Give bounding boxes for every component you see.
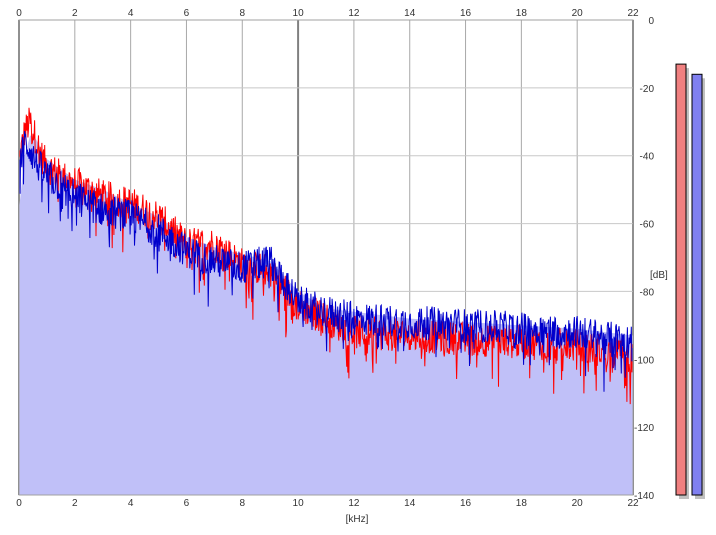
x-tick-label-bottom: 20 [572,498,584,509]
x-axis-label: [kHz] [346,514,369,525]
x-tick-label-top: 12 [348,8,360,19]
y-ticks: 0 -20 -40 -60 -80 -100 -120 -140 [634,16,654,502]
x-tick-label-bottom: 18 [516,498,528,509]
y-tick-label: -40 [640,152,655,163]
x-tick-label-bottom: 6 [184,498,190,509]
y-tick-label: 0 [648,16,654,27]
spectrum-envelope-area [19,135,633,495]
x-tick-label-top: 20 [572,8,584,19]
x-tick-label-bottom: 12 [348,498,360,509]
level-meter-1 [675,63,687,496]
series-lines [18,107,634,405]
y-tick-label: -120 [634,423,654,434]
x-tick-label-top: 0 [16,8,22,19]
y-tick-label: -140 [634,491,654,502]
x-tick-label-top: 10 [293,8,305,19]
plot-frame [18,19,634,496]
x-tick-label-top: 14 [404,8,416,19]
series-line-2 [18,131,634,392]
level-meters [675,63,705,500]
x-tick-label-bottom: 2 [72,498,78,509]
x-tick-label-top: 4 [128,8,134,19]
x-ticks-top: 0 2 4 6 8 10 12 14 16 18 20 22 [16,8,639,19]
x-tick-label-bottom: 22 [627,498,639,509]
x-tick-label-bottom: 0 [16,498,22,509]
y-tick-label: -20 [640,84,655,95]
x-tick-label-bottom: 14 [404,498,416,509]
x-tick-label-bottom: 4 [128,498,134,509]
x-tick-label-top: 8 [239,8,245,19]
x-tick-label-top: 18 [516,8,528,19]
y-tick-label: -80 [640,287,655,298]
x-tick-label-bottom: 8 [239,498,245,509]
y-tick-label: -100 [634,355,654,366]
y-axis-label: [dB] [650,270,668,281]
x-ticks-bottom: 0 2 4 6 8 10 12 14 16 18 20 22 [16,498,639,509]
x-tick-label-top: 6 [184,8,190,19]
x-tick-label-top: 22 [627,8,639,19]
x-tick-label-bottom: 10 [293,498,305,509]
x-tick-label-top: 2 [72,8,78,19]
y-tick-label: -60 [640,220,655,231]
x-tick-label-top: 16 [460,8,472,19]
x-tick-label-bottom: 16 [460,498,472,509]
level-meter-2 [691,73,703,496]
